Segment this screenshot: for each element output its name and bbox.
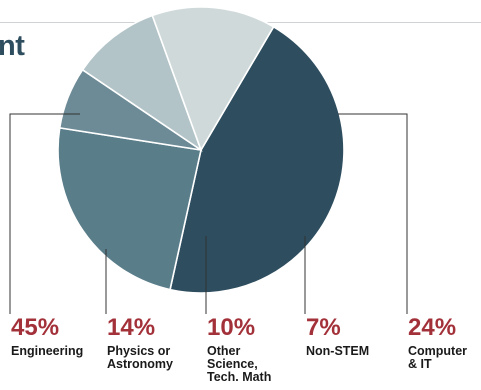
leader-line-computer-it xyxy=(338,113,408,314)
percent-label-engineering: 45% xyxy=(11,314,59,341)
category-label-other-science: Science, xyxy=(207,357,258,371)
pie-slice-other-science xyxy=(81,14,203,153)
percent-label-non-stem: 7% xyxy=(306,314,341,341)
pie-slices xyxy=(57,6,345,294)
category-label-computer-it: Computer xyxy=(408,344,467,358)
category-label-computer-it: & IT xyxy=(408,357,432,371)
category-label-other-science: Tech. Math xyxy=(207,370,271,384)
slice-labels: 45% Engineering 24% Computer& IT 7% Non-STEM 1… xyxy=(11,314,467,384)
category-label-non-stem: Non-STEM xyxy=(306,344,369,358)
category-label-other-science: Other xyxy=(207,344,240,358)
category-label-physics: Physics or xyxy=(107,344,170,358)
category-label-physics: Astronomy xyxy=(107,357,173,371)
category-label-engineering: Engineering xyxy=(11,344,83,358)
percent-label-other-science: 10% xyxy=(207,314,255,341)
chart-title-fragment: nt xyxy=(0,30,25,62)
percent-label-computer-it: 24% xyxy=(408,314,456,341)
pie-slice-engineering xyxy=(169,25,345,294)
percent-label-physics: 14% xyxy=(107,314,155,341)
leader-line-engineering xyxy=(9,113,80,314)
pie-slice-physics xyxy=(151,6,275,152)
leader-lines xyxy=(9,113,408,314)
pie-slice-computer-it xyxy=(57,126,202,291)
